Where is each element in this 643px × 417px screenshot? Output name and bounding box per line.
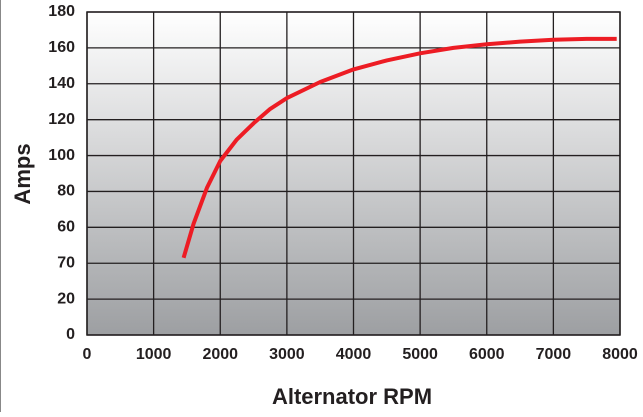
x-tick-label: 3000 [269,346,305,363]
y-tick-label: 80 [57,183,75,200]
y-tick-label: 180 [48,3,75,20]
y-tick-label: 140 [48,75,75,92]
x-tick-label: 6000 [469,346,505,363]
y-tick-label: 160 [48,39,75,56]
x-tick-label: 0 [83,346,92,363]
x-tick-label: 4000 [336,346,372,363]
y-tick-label: 20 [57,290,75,307]
y-axis-title: Amps [10,143,35,204]
x-axis-title: Alternator RPM [272,384,432,409]
x-tick-label: 5000 [402,346,438,363]
y-tick-label: 0 [66,326,75,343]
x-tick-label: 1000 [136,346,172,363]
x-tick-label: 7000 [536,346,572,363]
y-tick-label: 100 [48,147,75,164]
x-tick-label: 2000 [202,346,238,363]
y-tick-label: 120 [48,111,75,128]
x-tick-label: 8000 [602,346,638,363]
data-line [181,36,617,259]
y-tick-label: 60 [57,219,75,236]
y-tick-label: 70 [57,254,75,271]
